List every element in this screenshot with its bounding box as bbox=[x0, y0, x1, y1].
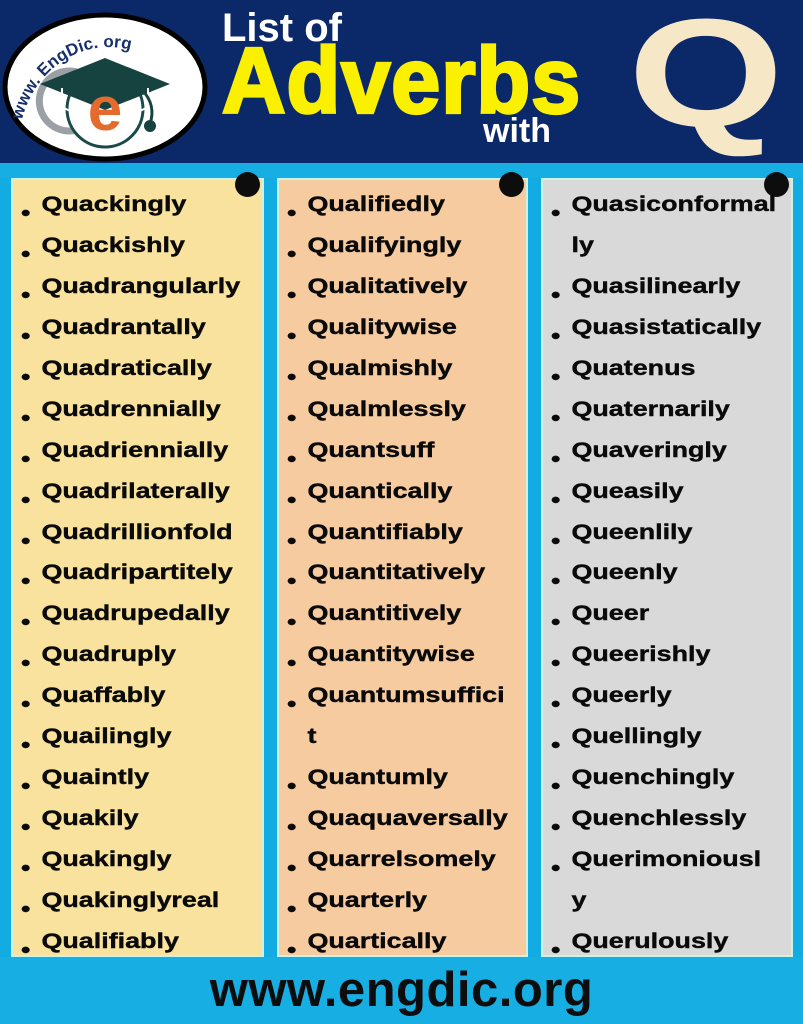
svg-text:e: e bbox=[88, 75, 122, 144]
